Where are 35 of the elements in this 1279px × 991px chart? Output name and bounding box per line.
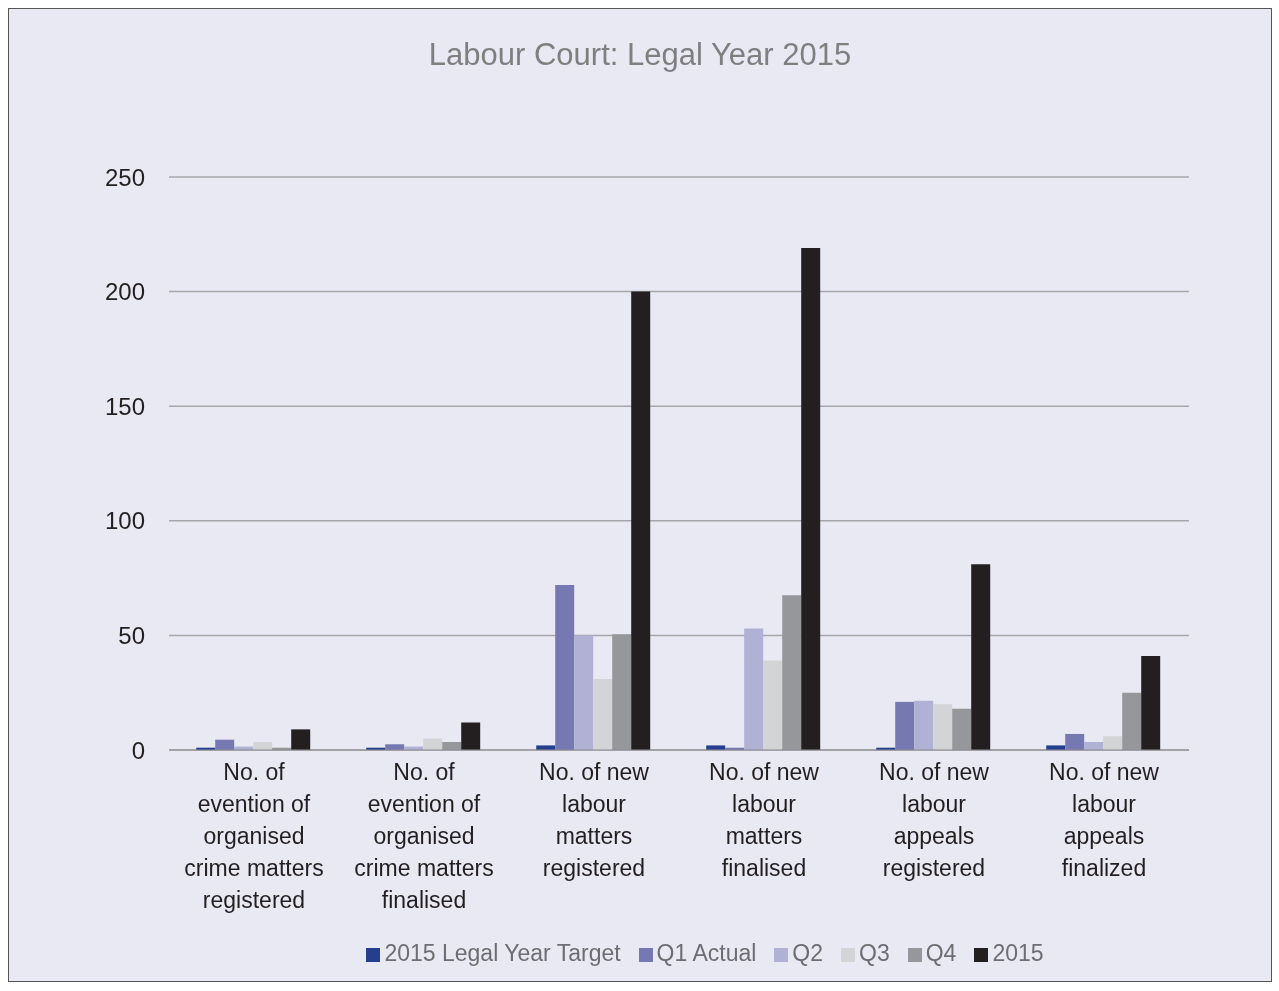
legend-label: Q2	[792, 940, 824, 966]
x-tick-label: No. of evention of organised crime matters finalised	[354, 759, 494, 913]
bar	[895, 701, 915, 750]
legend-label: Q1 Actual	[656, 940, 757, 966]
bar	[555, 584, 575, 750]
bar	[461, 722, 481, 750]
legend-label: 2015 Legal Year Target	[384, 940, 621, 966]
bar	[593, 678, 613, 750]
y-tick-label: 100	[104, 507, 145, 535]
x-tick-label: No. of new labour matters finalised	[709, 759, 820, 881]
chart-title: Labour Court: Legal Year 2015	[427, 36, 853, 74]
x-tick-label: No. of evention of organised crime matters registered	[184, 759, 324, 913]
y-tick-label: 250	[104, 163, 145, 191]
legend-label: Q3	[859, 940, 890, 966]
x-tick-label: No. of new labour appeals registered	[879, 759, 990, 881]
bar	[763, 660, 783, 750]
bar	[933, 704, 953, 750]
bar	[291, 729, 311, 750]
x-tick-label: No. of new labour appeals finalized	[1049, 759, 1160, 881]
x-tick-label: No. of new labour matters registered	[539, 759, 650, 881]
legend-label: 2015	[992, 940, 1044, 966]
bar	[744, 628, 764, 750]
bar	[574, 635, 594, 750]
bar	[1103, 736, 1123, 750]
bar	[1065, 733, 1085, 750]
bar	[914, 700, 934, 750]
legend-label: Q4	[925, 940, 957, 966]
bar	[801, 248, 821, 750]
y-tick-label: 50	[118, 621, 145, 649]
y-tick-label: 150	[104, 392, 145, 420]
bar	[1141, 656, 1161, 750]
y-tick-label: 0	[131, 736, 145, 764]
y-tick-label: 200	[104, 278, 145, 306]
bar	[971, 564, 991, 750]
bar	[631, 291, 651, 750]
